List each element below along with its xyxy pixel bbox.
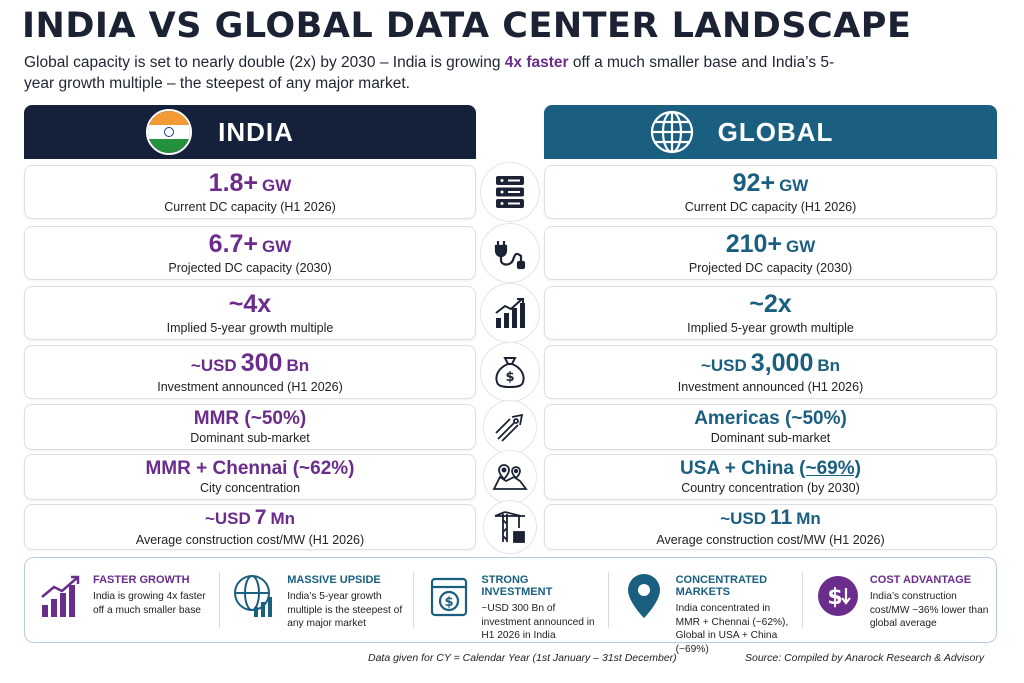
insights-panel: FASTER GROWTH India is growing 4x faster… — [24, 557, 997, 655]
india-header: INDIA — [24, 105, 476, 159]
india-metric-card: ~USD 7 Mn Average construction cost/MW (H1… — [24, 504, 476, 550]
rocket-arrows-icon — [495, 413, 524, 442]
dollar-down-icon: $ — [817, 576, 858, 616]
metric-row-growth-multiple: ~4x Implied 5-year growth multiple ~2x I… — [0, 283, 1024, 343]
metric-row-projected-capacity: 6.7+ GW Projected DC capacity (2030) 210+… — [0, 223, 1024, 283]
india-metric-card: ~USD 300 Bn Investment announced (H1 2026) — [24, 345, 476, 399]
construction-crane-icon — [494, 511, 525, 543]
insight-strong-investment: $ STRONG INVESTMENT ~USD 300 Bn of inves… — [413, 558, 607, 642]
india-metric-card: ~4x Implied 5-year growth multiple — [24, 286, 476, 340]
india-flag-icon — [146, 109, 193, 155]
money-document-icon: $ — [431, 577, 468, 617]
global-header-label: GLOBAL — [717, 116, 834, 147]
growth-bars-icon — [495, 298, 525, 328]
global-metric-card: ~USD 3,000 Bn Investment announced (H1 202… — [544, 345, 997, 399]
india-metric-card: MMR (~50%) Dominant sub-market — [24, 404, 476, 450]
svg-text:$: $ — [505, 370, 514, 385]
india-header-label: INDIA — [218, 116, 294, 147]
map-pins-icon — [492, 464, 528, 490]
globe-growth-icon — [234, 575, 273, 617]
metric-row-concentration: MMR + Chennai (~62%) City concentration … — [0, 450, 1024, 504]
insight-concentrated-markets: CONCENTRATED MARKETS India concentrated … — [607, 558, 802, 655]
insight-faster-growth: FASTER GROWTH India is growing 4x faster… — [25, 558, 219, 642]
footer-source: Source: Compiled by Anarock Research & A… — [745, 652, 985, 664]
subtitle-highlight: 4x faster — [504, 54, 569, 71]
global-metric-card: Americas (~50%) Dominant sub-market — [544, 404, 997, 450]
money-bag-icon: $ — [495, 357, 525, 389]
metric-row-current-capacity: 1.8+ GW Current DC capacity (H1 2026) 92+… — [0, 162, 1024, 222]
svg-text:$: $ — [445, 595, 454, 610]
global-metric-card: 210+ GW Projected DC capacity (2030) — [544, 226, 997, 280]
insight-cost-advantage: $ COST ADVANTAGE India’s construction co… — [801, 558, 996, 642]
india-metric-card: MMR + Chennai (~62%) City concentration — [24, 454, 476, 500]
growth-chart-icon — [41, 575, 80, 617]
power-plug-icon — [494, 241, 526, 270]
global-metric-card: 92+ GW Current DC capacity (H1 2026) — [544, 165, 997, 219]
page-subtitle: Global capacity is set to nearly double … — [24, 54, 835, 92]
india-metric-card: 1.8+ GW Current DC capacity (H1 2026) — [24, 165, 476, 219]
global-metric-card: ~2x Implied 5-year growth multiple — [544, 286, 997, 340]
svg-text:$: $ — [827, 585, 842, 610]
metric-row-construction-cost: ~USD 7 Mn Average construction cost/MW (H1… — [0, 500, 1024, 554]
globe-icon — [650, 110, 693, 154]
global-metric-card: USA + China (~69%) Country concentration… — [544, 454, 997, 500]
location-pin-icon — [627, 574, 660, 618]
page-title: INDIA VS GLOBAL DATA CENTER LANDSCAPE — [22, 6, 912, 46]
metric-row-investment: ~USD 300 Bn Investment announced (H1 2026)… — [0, 342, 1024, 402]
india-metric-card: 6.7+ GW Projected DC capacity (2030) — [24, 226, 476, 280]
footer-note: Data given for CY = Calendar Year (1st J… — [368, 652, 677, 664]
metric-row-dominant-submarket: MMR (~50%) Dominant sub-market Americas … — [0, 400, 1024, 454]
global-header: GLOBAL — [544, 105, 997, 159]
server-rack-icon — [496, 176, 524, 208]
global-metric-card: ~USD 11 Mn Average construction cost/MW (H… — [544, 504, 997, 550]
insight-massive-upside: MASSIVE UPSIDE India’s 5-year growth mul… — [219, 558, 413, 642]
